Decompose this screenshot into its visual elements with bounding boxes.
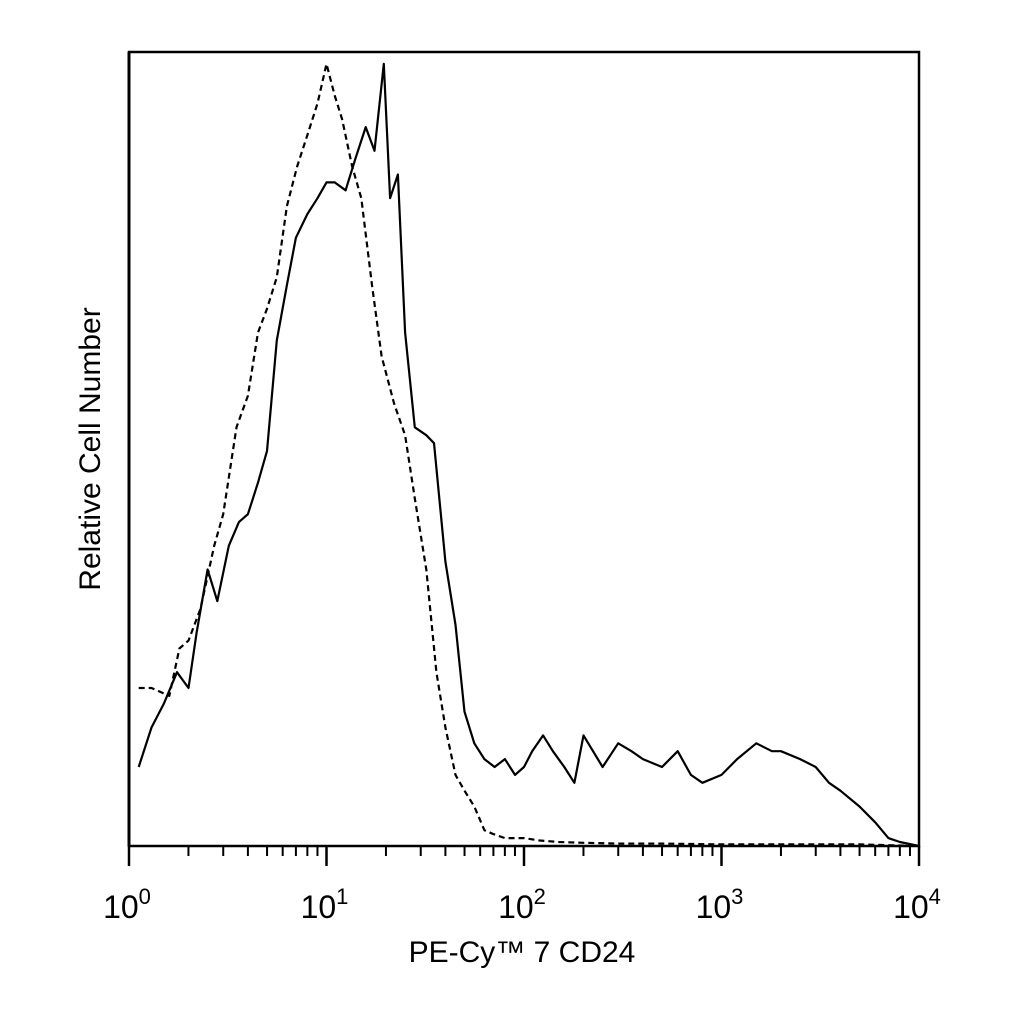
series-dashed-line xyxy=(138,62,920,848)
series-layer xyxy=(137,62,920,848)
y-axis-label: Relative Cell Number xyxy=(74,307,107,590)
series-solid-line xyxy=(137,62,920,848)
x-tick-label: 104 xyxy=(893,884,941,925)
x-tick-label: 102 xyxy=(498,884,546,925)
x-tick-layer: 100 101 102 103 104 xyxy=(103,846,941,925)
x-tick-label: 103 xyxy=(696,884,744,925)
plot-frame xyxy=(127,50,921,848)
x-axis-label: PE-Cy™ 7 CD24 xyxy=(409,936,636,969)
x-tick-label: 100 xyxy=(103,884,151,925)
x-tick-label: 101 xyxy=(301,884,349,925)
